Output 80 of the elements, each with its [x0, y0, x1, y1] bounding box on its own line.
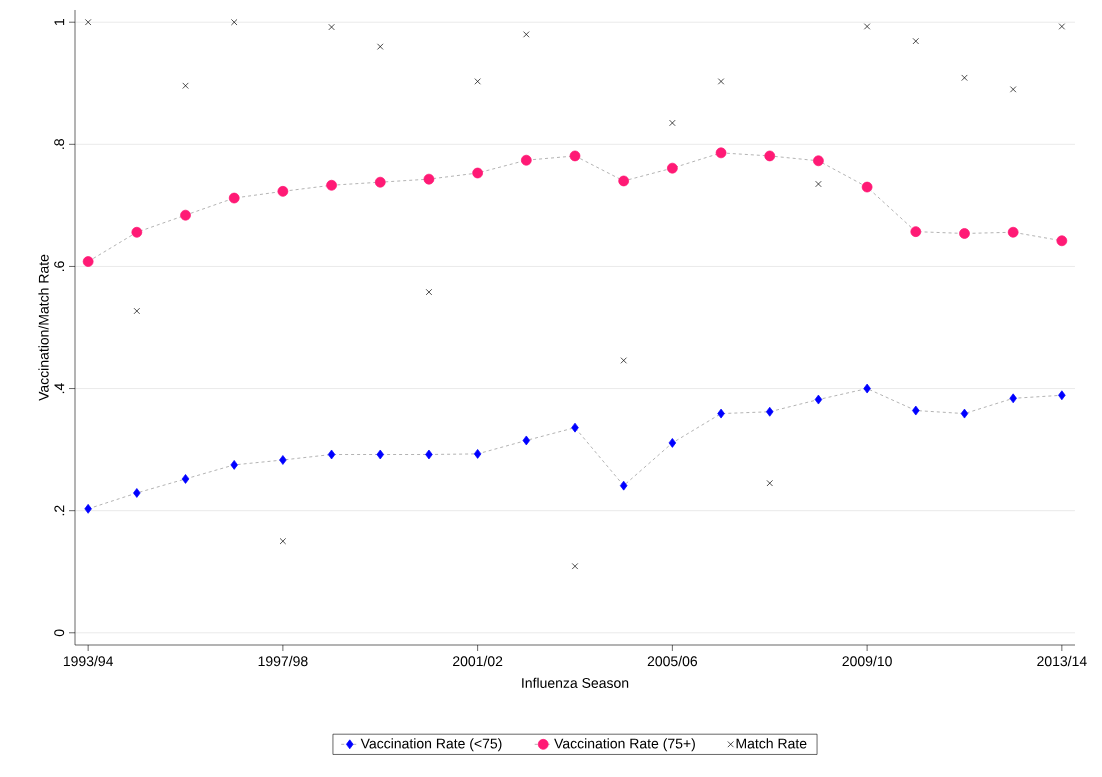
point [815, 180, 822, 188]
point [717, 408, 725, 419]
x-tick-label: 1997/98 [258, 655, 308, 667]
point [425, 449, 433, 460]
x-tick-label: 2009/10 [842, 655, 892, 667]
point [326, 179, 337, 191]
point [133, 307, 141, 315]
point [1058, 390, 1066, 401]
point [571, 563, 579, 570]
point [1007, 226, 1019, 238]
point [473, 449, 482, 459]
point [181, 474, 190, 484]
point [180, 209, 191, 221]
point [374, 176, 386, 188]
legend-label: Vaccination Rate (75+) [554, 738, 695, 752]
point [1009, 86, 1017, 93]
point [766, 480, 773, 487]
point [520, 154, 532, 166]
point [861, 181, 873, 193]
x-tick-label: 2013/14 [1037, 655, 1087, 667]
point [133, 488, 141, 498]
point [230, 460, 238, 470]
point [912, 37, 919, 45]
point [328, 23, 335, 31]
point [84, 19, 92, 26]
y-tick-label: 0 [54, 629, 65, 637]
point [961, 74, 968, 81]
point [522, 435, 531, 446]
point [571, 422, 579, 433]
point [715, 147, 727, 159]
x-tick-label: 2005/06 [647, 655, 698, 667]
y-tick-label: .2 [54, 505, 65, 516]
point [863, 383, 871, 394]
point [764, 150, 776, 162]
point [863, 23, 871, 30]
point [425, 288, 433, 296]
point [667, 162, 678, 174]
point [277, 185, 289, 197]
point [960, 408, 969, 419]
point [618, 175, 630, 187]
point [668, 438, 677, 448]
point [131, 226, 143, 238]
point [1009, 393, 1017, 404]
y-tick-label: .4 [54, 383, 65, 394]
legend-label: Match Rate [736, 738, 807, 749]
x-tick-label: 2001/02 [453, 655, 503, 667]
point [717, 78, 725, 85]
point [182, 82, 189, 89]
point [813, 155, 824, 167]
point [912, 405, 920, 416]
legend-label: Vaccination Rate (<75) [360, 738, 502, 752]
y-tick-label: .8 [54, 139, 65, 149]
point [228, 192, 240, 204]
point [959, 228, 970, 239]
point [1058, 23, 1066, 30]
point [619, 480, 628, 491]
point [620, 357, 627, 364]
point [1056, 235, 1068, 247]
point [910, 226, 922, 237]
point [377, 43, 384, 50]
y-tick-label: .6 [54, 261, 65, 271]
point [84, 503, 92, 514]
y-tick-label: 1 [54, 19, 65, 26]
point [766, 406, 774, 417]
point [82, 256, 94, 267]
point [474, 78, 481, 85]
point [423, 173, 435, 185]
point [279, 455, 287, 465]
x-axis-title: Influenza Season [522, 677, 629, 688]
y-axis-title: Vaccination/Match Rate [38, 254, 49, 401]
point [669, 119, 676, 127]
point [231, 19, 238, 26]
point [327, 449, 336, 460]
point [523, 31, 530, 38]
point [472, 167, 483, 179]
point [376, 449, 384, 460]
point [279, 538, 287, 545]
point [814, 394, 823, 405]
point [569, 150, 581, 162]
x-tick-label: 1993/94 [63, 655, 114, 667]
